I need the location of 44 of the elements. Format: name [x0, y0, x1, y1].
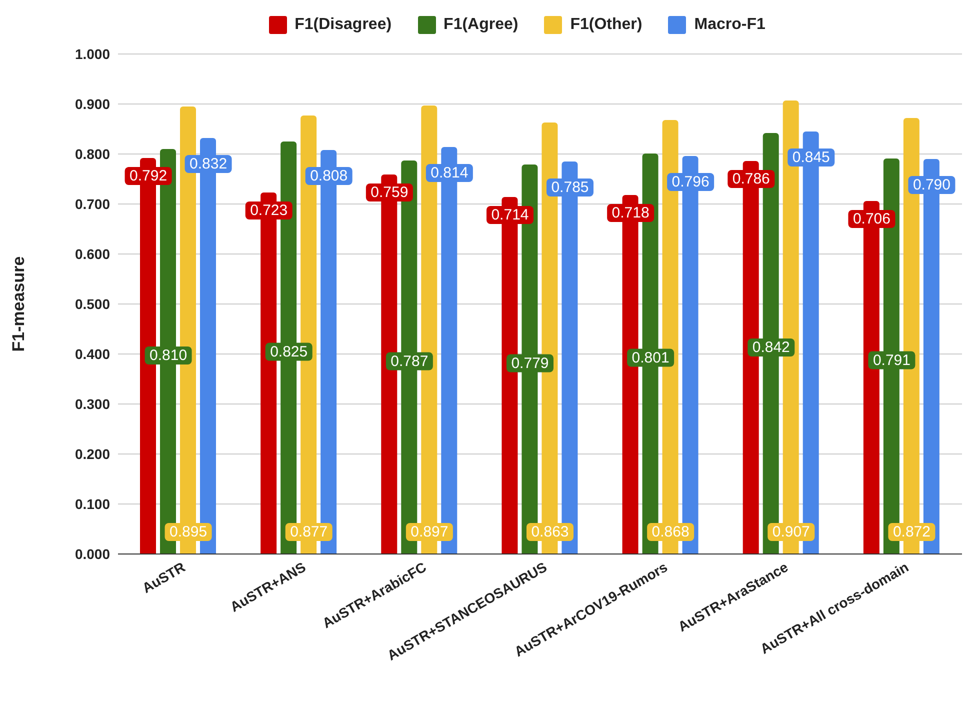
y-tick-label: 0.400 [74, 346, 110, 362]
data-label: 0.792 [130, 168, 168, 184]
legend-label: F1(Agree) [444, 16, 518, 34]
data-label: 0.872 [892, 524, 930, 540]
data-label: 0.796 [672, 174, 710, 190]
data-label: 0.868 [652, 524, 690, 540]
data-label: 0.787 [390, 352, 428, 370]
data-label: 0.907 [772, 524, 810, 540]
y-tick-label: 0.200 [74, 446, 110, 462]
data-label: 0.863 [531, 524, 569, 540]
data-label: 0.759 [370, 184, 408, 201]
y-tick-label: 0.900 [74, 96, 110, 112]
y-tick-label: 1.000 [74, 46, 110, 62]
data-label: 0.791 [872, 352, 910, 369]
data-label: 0.790 [912, 176, 950, 194]
data-label: 0.832 [190, 156, 228, 172]
data-label: 0.877 [290, 524, 328, 540]
data-label: 0.842 [752, 339, 790, 356]
data-label: 0.714 [491, 206, 529, 224]
data-label: 0.808 [310, 168, 348, 184]
data-label: 0.718 [612, 204, 650, 222]
legend-label: F1(Other) [570, 16, 642, 34]
data-label: 0.895 [170, 524, 208, 540]
y-tick-label: 0.800 [74, 146, 110, 162]
y-tick-label: 0.500 [74, 296, 110, 312]
legend-label: F1(Disagree) [294, 16, 392, 34]
y-tick-label: 0.100 [74, 496, 110, 512]
data-label: 0.785 [551, 179, 589, 196]
y-tick-label: 0.000 [74, 546, 110, 562]
data-label: 0.723 [250, 202, 288, 219]
data-label: 0.779 [511, 354, 549, 372]
data-label: 0.706 [852, 210, 890, 228]
data-label: 0.825 [270, 343, 308, 360]
data-label: 0.814 [430, 164, 468, 182]
data-label: 0.845 [792, 149, 830, 166]
y-tick-label: 0.300 [74, 396, 110, 412]
data-label: 0.801 [632, 349, 670, 366]
y-tick-label: 0.600 [74, 246, 110, 262]
y-axis-title: F1-measure [9, 256, 28, 352]
data-label: 0.810 [150, 347, 188, 364]
data-label: 0.786 [732, 170, 770, 188]
legend-label: Macro-F1 [694, 16, 766, 34]
data-label: 0.897 [410, 524, 448, 540]
y-tick-label: 0.700 [74, 196, 110, 212]
